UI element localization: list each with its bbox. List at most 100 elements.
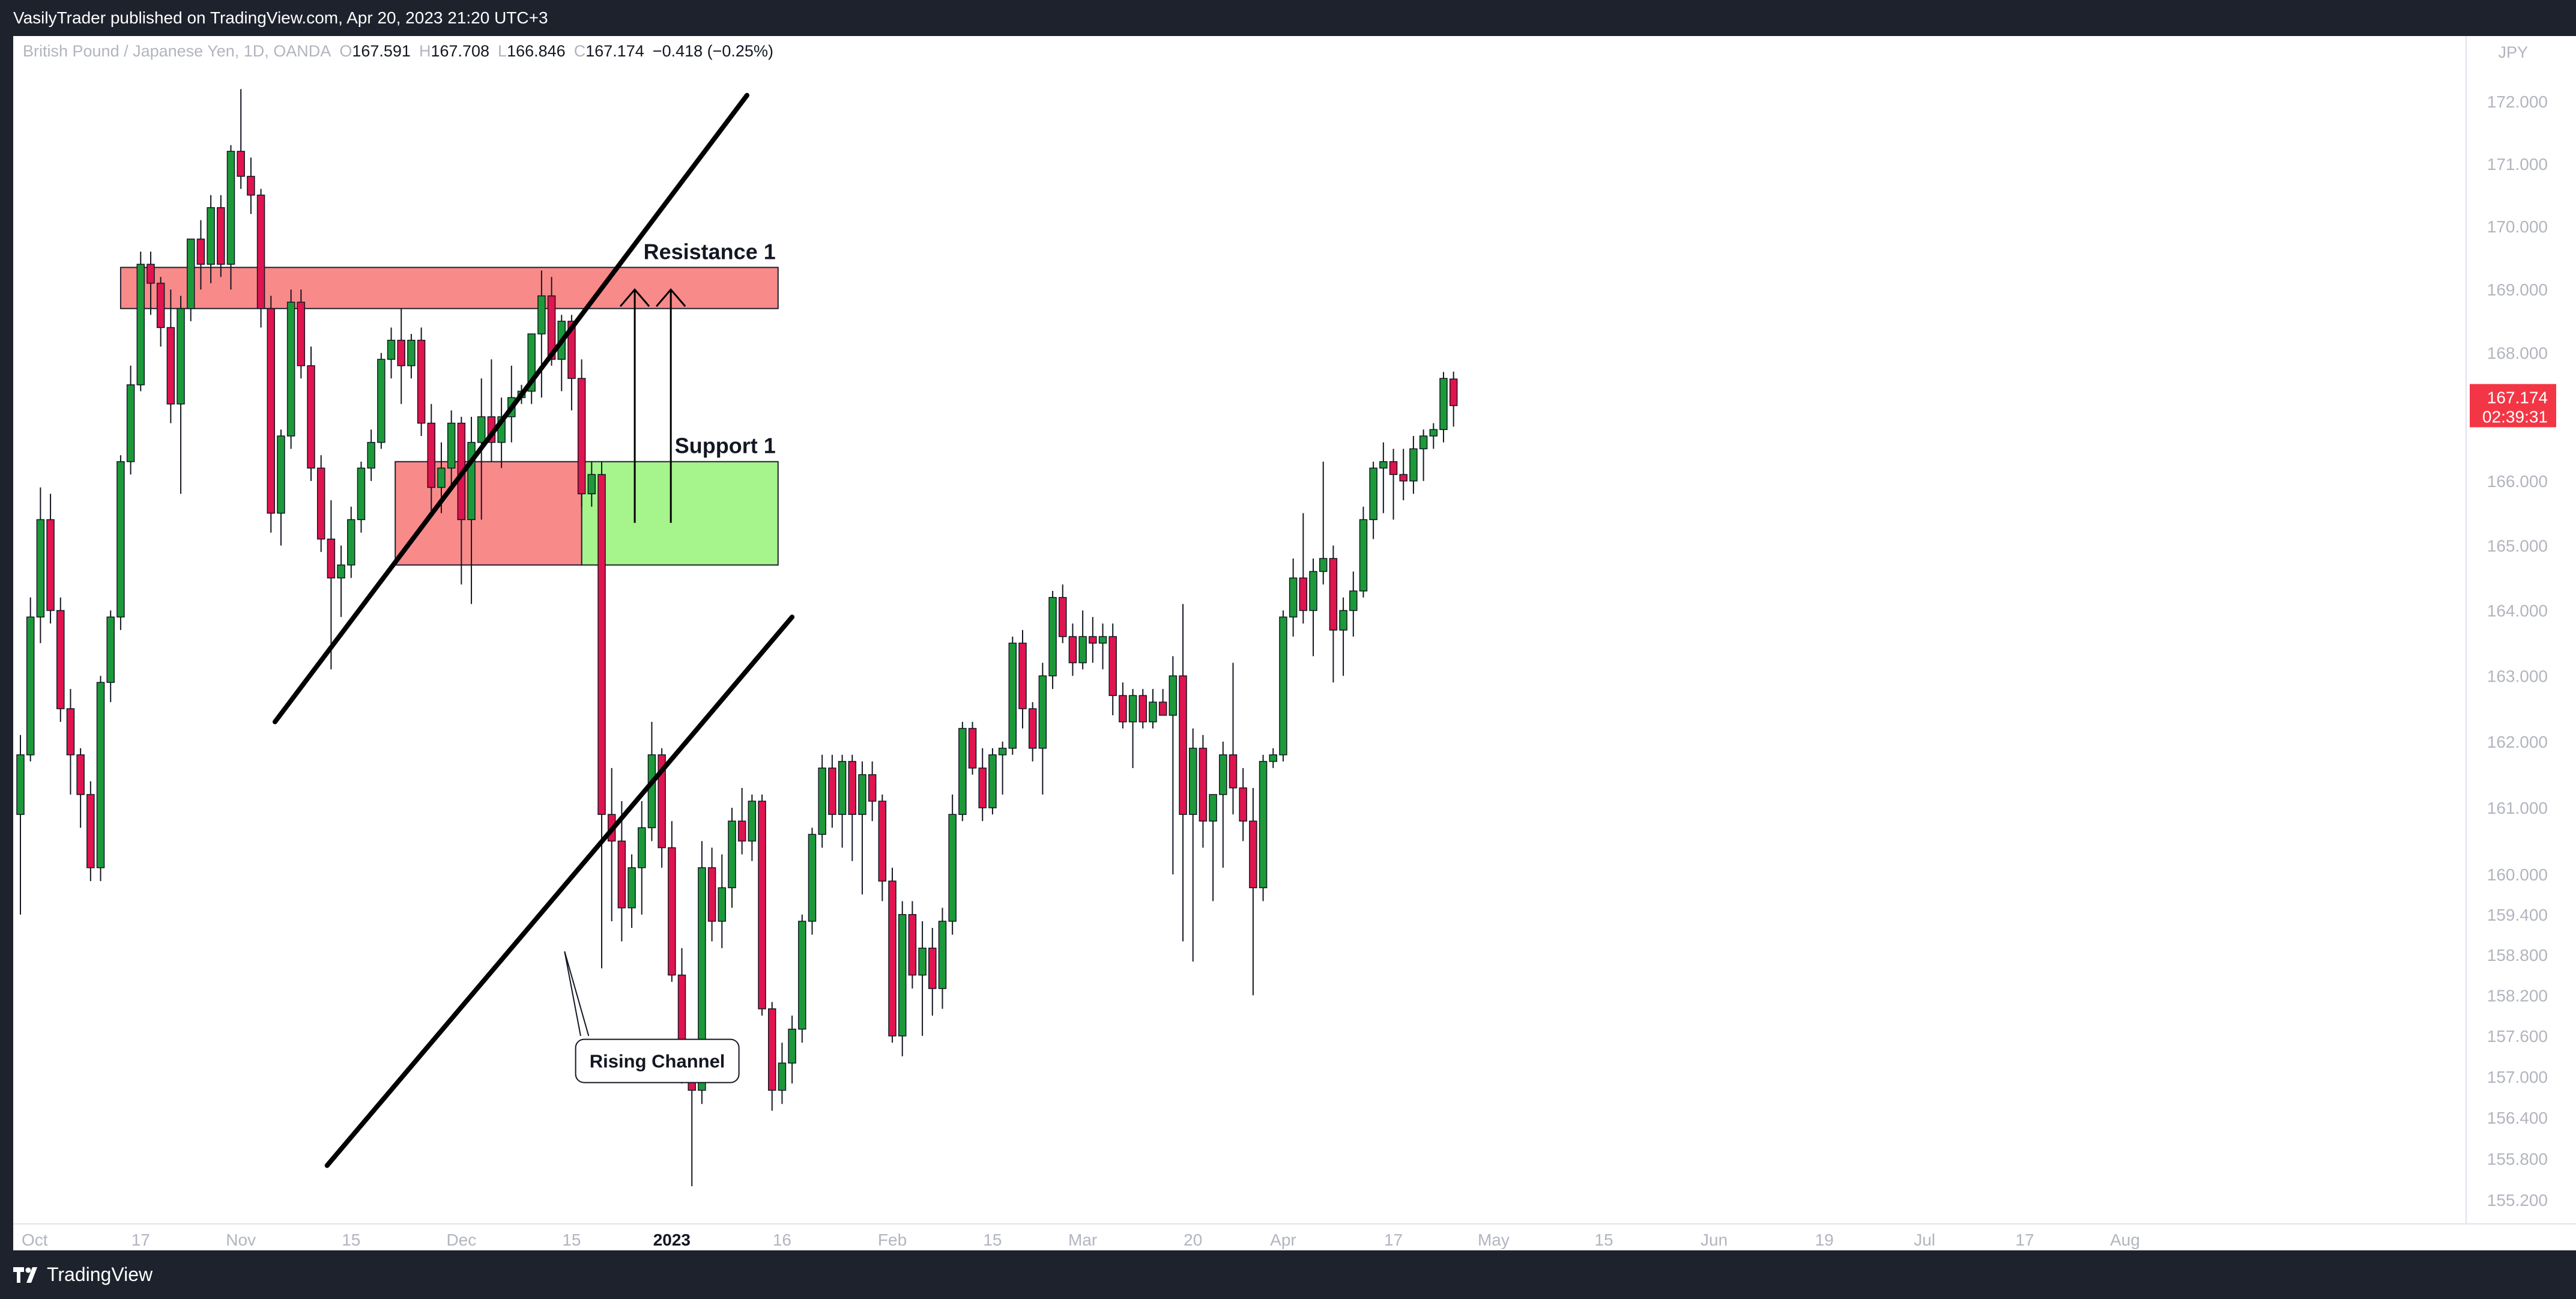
flip-zone [395, 461, 582, 566]
candle-body [1199, 748, 1208, 822]
candle-body [397, 339, 405, 366]
candle-body [427, 422, 436, 488]
candle-body [96, 682, 105, 868]
candle [1399, 449, 1407, 501]
price-tag-countdown: 02:39:31 [2482, 407, 2548, 426]
candle-body [1279, 616, 1287, 755]
chart-area[interactable]: Resistance 1 Support 1 Rising Channel 172.… [13, 36, 2576, 1250]
candle-body [1028, 708, 1037, 749]
time-tick-label: Feb [878, 1231, 907, 1249]
candle [367, 429, 375, 481]
time-tick-label: Apr [1270, 1231, 1296, 1249]
candle-body [256, 195, 265, 309]
candle [737, 787, 746, 855]
candle-body [1289, 577, 1298, 618]
candle-body [1008, 643, 1017, 749]
candle [968, 721, 977, 775]
candle [928, 928, 937, 1016]
close-value: 167.174 [585, 42, 644, 60]
candle [1239, 768, 1247, 841]
candle-body [928, 947, 937, 989]
candle [26, 597, 35, 762]
price-tick-label: 172.000 [2487, 92, 2548, 111]
candle [357, 461, 366, 533]
footer-bar: TradingView [0, 1250, 2576, 1299]
candle-body [337, 565, 345, 579]
candle-body [327, 538, 336, 579]
candle [487, 359, 496, 462]
candlestick-chart[interactable]: Resistance 1 Support 1 Rising Channel 172.… [13, 36, 2576, 1250]
candle [337, 545, 345, 617]
candle-body [1389, 461, 1398, 475]
candle [66, 689, 75, 795]
candle [1269, 748, 1277, 768]
candle [878, 795, 887, 901]
candle-body [587, 474, 596, 495]
price-tag-box [2470, 384, 2556, 428]
candle-body [417, 339, 426, 424]
candle [768, 1002, 776, 1111]
candle [407, 333, 416, 379]
candle [1028, 702, 1037, 762]
candle [587, 461, 596, 507]
candle [156, 277, 165, 347]
price-tick-label: 170.000 [2487, 217, 2548, 236]
candle [136, 252, 145, 392]
low-value: 166.846 [507, 42, 566, 60]
candle-body [748, 801, 757, 842]
candle-body [86, 794, 95, 868]
open-value: 167.591 [352, 42, 411, 60]
candles-layer [16, 89, 1458, 1187]
candle-body [698, 867, 706, 1091]
candle-body [126, 384, 135, 462]
price-tick-label: 171.000 [2487, 155, 2548, 174]
support-label: Support 1 [675, 434, 776, 458]
candle-body [1259, 761, 1268, 888]
candle [1379, 442, 1388, 513]
high-value: 167.708 [431, 42, 490, 60]
candle [36, 487, 45, 643]
candle [126, 365, 135, 475]
candle-body [1369, 467, 1377, 521]
candle [527, 333, 536, 404]
time-tick-label: 17 [132, 1231, 150, 1249]
candle [1089, 617, 1097, 663]
candle-body [247, 175, 255, 196]
candle [307, 347, 315, 481]
tradingview-logo[interactable]: TradingView [13, 1264, 153, 1286]
publish-header: VasilyTrader published on TradingView.co… [0, 0, 2576, 36]
candle-body [1379, 461, 1388, 469]
time-tick-label: 20 [1184, 1231, 1202, 1249]
time-tick-label: 15 [983, 1231, 1002, 1249]
candle-body [437, 467, 446, 488]
candle [1098, 623, 1107, 670]
candle-body [1409, 448, 1418, 482]
price-tick-label: 164.000 [2487, 602, 2548, 620]
candle-body [277, 435, 285, 514]
candle [397, 308, 405, 404]
time-tick-label: 15 [342, 1231, 360, 1249]
candle-body [1188, 748, 1197, 815]
candle-body [237, 151, 245, 177]
candle [106, 610, 115, 703]
low-label: L [498, 42, 507, 60]
candle [177, 295, 185, 494]
candle-body [26, 616, 35, 755]
candle-body [1269, 754, 1277, 762]
price-tick-label: 156.400 [2487, 1109, 2548, 1127]
candle [377, 353, 385, 449]
candle [1059, 584, 1067, 643]
candle [1439, 372, 1448, 443]
candle-body [788, 1028, 796, 1064]
candle [748, 795, 757, 861]
candle [1289, 558, 1298, 637]
candle [1429, 423, 1438, 449]
candle-body [1158, 701, 1167, 716]
candle-body [36, 519, 45, 618]
candle-body [1359, 519, 1368, 592]
candle-body [858, 774, 866, 815]
candle-body [968, 728, 977, 769]
time-tick-label: Mar [1068, 1231, 1097, 1249]
channel-callout: Rising Channel [564, 951, 740, 1083]
